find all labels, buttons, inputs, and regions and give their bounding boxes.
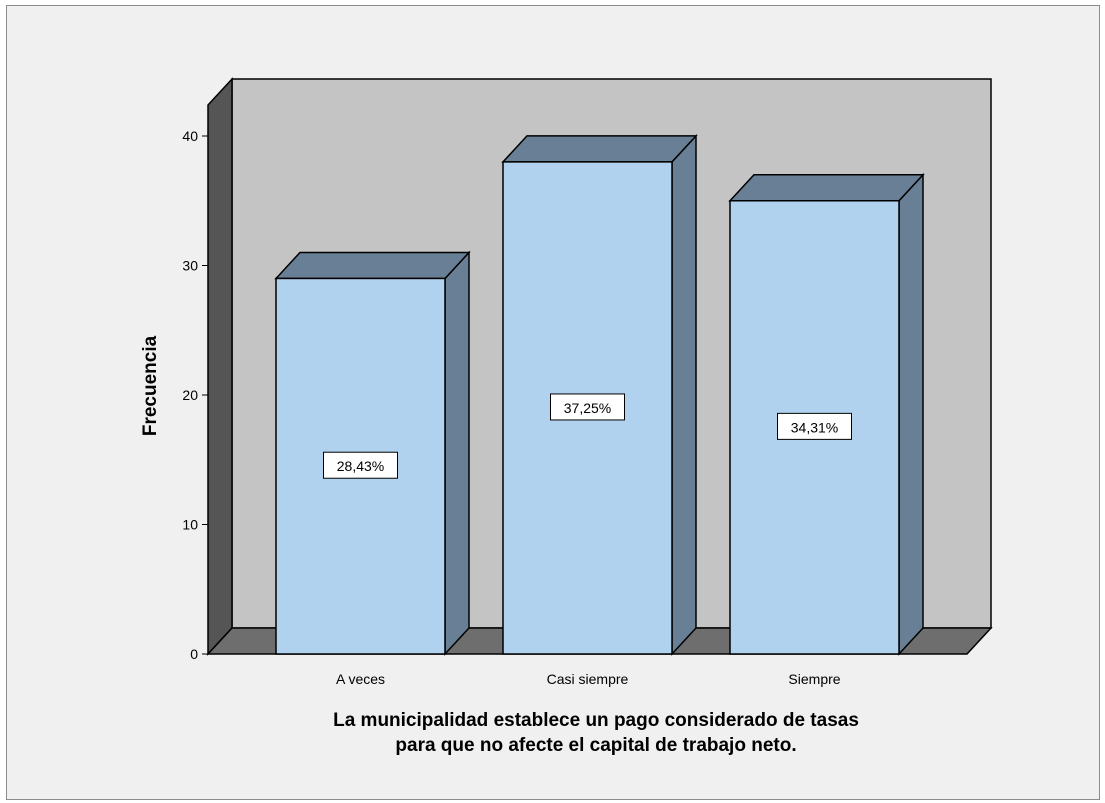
y-axis-title: Frecuencia [140,335,161,436]
bar-side [898,172,924,656]
x-tick-label: Siempre [788,671,840,687]
data-label: 28,43% [337,458,384,474]
bar-chart: 0 10 20 30 40 28,43% A veces 37,25% Casi siempr… [140,77,993,756]
y-tick-label: 0 [190,646,198,662]
bar-side [444,250,470,656]
bar-side [671,133,697,656]
y-tick-label: 20 [182,387,198,403]
data-label: 37,25% [564,400,611,416]
y-axis: 0 10 20 30 40 [182,128,209,662]
bar-top [501,135,698,163]
chart-frame: 0 10 20 30 40 28,43% A veces 37,25% Casi siempr… [6,5,1100,800]
side-wall [207,77,233,656]
bar-top [274,251,471,280]
data-label-box [323,451,398,479]
x-axis-title-line-1: La municipalidad establece un pago consi… [333,710,859,731]
x-tick-label: A veces [336,671,385,687]
bar-top [728,174,925,202]
x-tick-label: Casi siempre [547,671,629,687]
labels: 28,43% A veces 37,25% Casi siempre 34,31% Sie… [323,393,852,687]
y-tick-label: 30 [182,258,198,274]
data-label-box [550,393,625,421]
y-tick-label: 10 [182,517,198,533]
y-tick-label: 40 [182,128,198,144]
data-label-box [777,412,852,440]
data-label: 34,31% [791,419,838,435]
x-axis-title-line-2: para que no afecte el capital de trabajo… [395,735,796,756]
